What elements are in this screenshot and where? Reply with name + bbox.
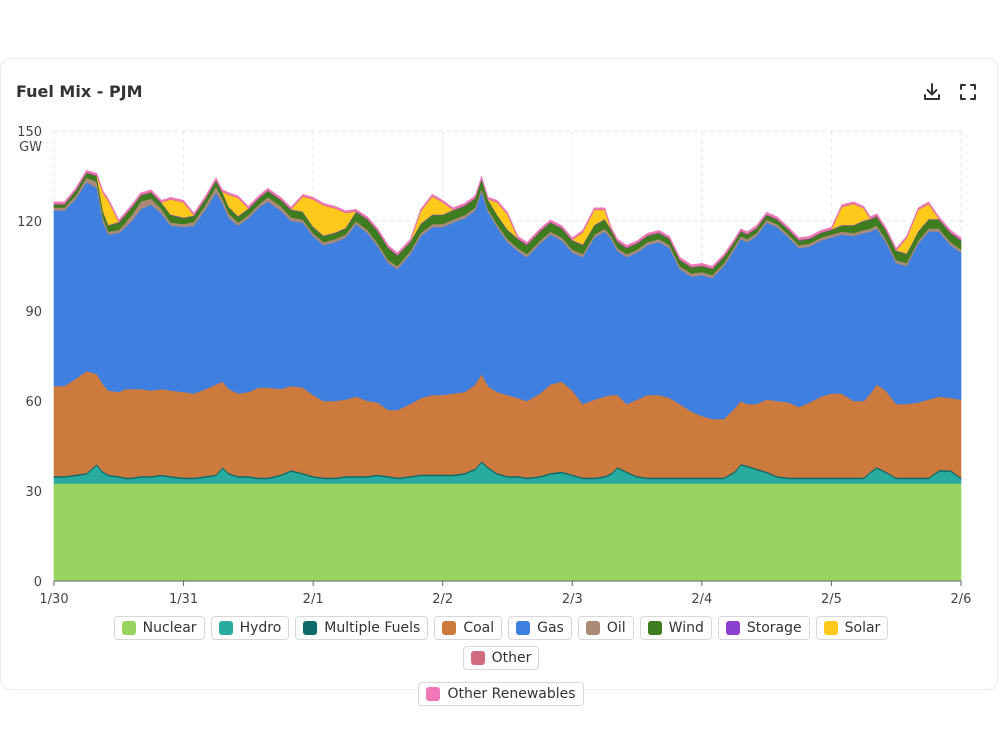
legend-item-other[interactable]: Other [462,646,540,670]
legend-item-other-renewables[interactable]: Other Renewables [418,682,584,706]
x-tick-label: 1/31 [169,592,198,607]
chart-title: Fuel Mix - PJM [16,82,143,101]
legend-label: Nuclear [142,620,197,636]
legend-label: Oil [606,620,626,636]
legend-label: Gas [537,620,564,636]
legend-swatch [426,687,441,701]
legend-swatch [516,621,531,635]
legend-label: Multiple Fuels [324,620,421,636]
legend-swatch [585,621,600,635]
legend-label: Wind [668,620,704,636]
y-tick-label: 150 [17,125,42,140]
legend-swatch [725,621,740,635]
x-tick-label: 2/4 [691,592,712,607]
y-tick-label: 30 [25,485,42,500]
legend-label: Storage [746,620,802,636]
legend-item-hydro[interactable]: Hydro [210,616,290,640]
download-icon [924,83,940,100]
chart-card: Fuel Mix - PJM 0 30 60 90 120 150 GW 1/30 1/31 2/… [0,58,998,706]
legend-label: Coal [463,620,495,636]
y-tick-label: 90 [25,305,42,320]
legend-swatch [470,651,485,665]
chart-legend: Nuclear Hydro Multiple Fuels Coal Gas Oil Wind… [86,616,916,706]
y-tick-label: 60 [25,395,42,410]
legend-item-wind[interactable]: Wind [639,616,712,640]
legend-label: Hydro [239,620,282,636]
legend-item-multiple-fuels[interactable]: Multiple Fuels [295,616,429,640]
legend-item-coal[interactable]: Coal [434,616,503,640]
legend-swatch [303,621,318,635]
x-tick-label: 2/3 [562,592,583,607]
legend-item-solar[interactable]: Solar [815,616,889,640]
legend-swatch [121,621,136,635]
legend-item-storage[interactable]: Storage [717,616,810,640]
legend-item-gas[interactable]: Gas [508,616,572,640]
legend-item-nuclear[interactable]: Nuclear [113,616,205,640]
legend-label: Other [491,650,532,666]
y-tick-label: 0 [34,575,42,590]
area-nuclear [53,483,962,582]
x-tick-label: 2/5 [821,592,842,607]
download-button[interactable] [921,81,943,103]
legend-label: Solar [844,620,881,636]
fullscreen-button[interactable] [957,81,979,103]
y-axis-unit: GW [19,140,42,155]
legend-item-oil[interactable]: Oil [577,616,634,640]
fullscreen-icon [960,84,976,100]
area-other-renewables [53,169,962,269]
legend-label: Other Renewables [447,686,576,702]
legend-swatch [218,621,233,635]
y-tick-label: 120 [17,215,42,230]
legend-swatch [442,621,457,635]
x-tick-label: 2/1 [303,592,324,607]
x-tick-label: 2/6 [951,592,972,607]
legend-swatch [647,621,662,635]
legend-swatch [823,621,838,635]
x-tick-label: 2/2 [432,592,453,607]
x-tick-label: 1/30 [39,592,68,607]
